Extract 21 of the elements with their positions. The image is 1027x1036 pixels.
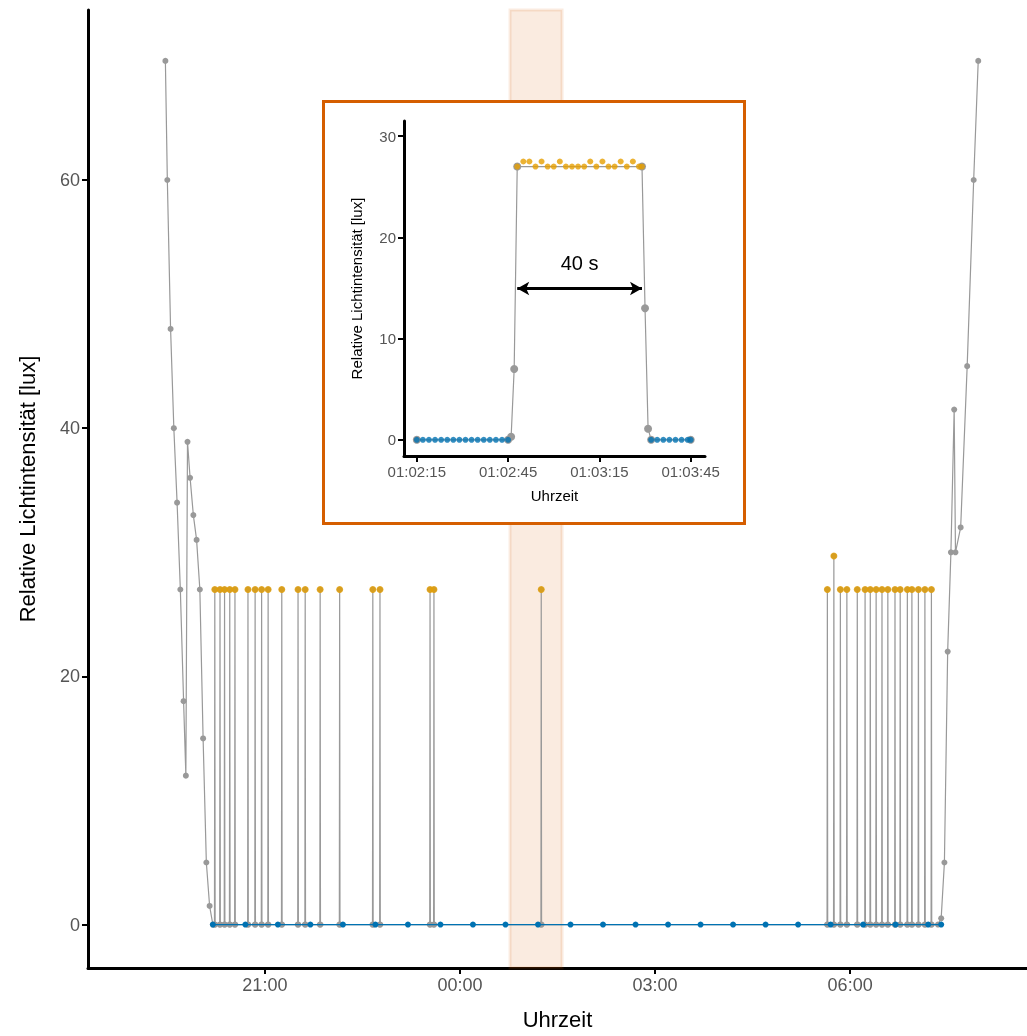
x-tick-label: 01:02:15 (387, 463, 446, 480)
y-tick-label: 20 (59, 666, 80, 687)
x-tick-label: 01:02:45 (478, 463, 538, 480)
y-axis-title: Relative Lichtintensität [lux] (14, 355, 40, 623)
y-tick-label: 0 (69, 914, 80, 935)
y-tick-label: 40 (59, 418, 80, 439)
x-tick-label: 06:00 (827, 975, 873, 995)
x-tick-label: 00:00 (437, 975, 483, 995)
x-tick-label: 01:03:15 (570, 463, 629, 480)
x-tick-label: 21:00 (242, 975, 288, 995)
y-tick-label: 30 (379, 127, 396, 145)
y-tick-label: 10 (379, 330, 396, 348)
x-axis-title: Uhrzeit (530, 487, 580, 504)
y-tick-label: 0 (387, 431, 396, 449)
x-tick-label: 03:00 (632, 975, 678, 995)
y-tick-label: 60 (59, 170, 80, 191)
x-tick-label: 01:03:45 (661, 463, 720, 480)
y-axis-title: Relative Lichtintensität [lux] (348, 197, 365, 380)
x-axis-title: Uhrzeit (522, 1006, 593, 1032)
annotation: 40 s (560, 251, 599, 274)
y-tick-label: 20 (379, 228, 396, 246)
